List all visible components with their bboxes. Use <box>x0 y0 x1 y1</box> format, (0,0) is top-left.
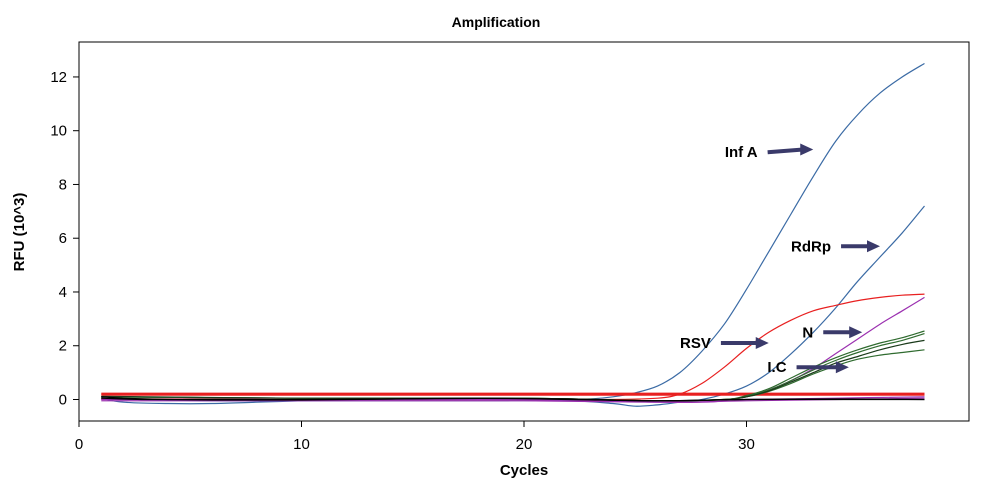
x-tick-label-3: 30 <box>738 436 755 453</box>
y-axis: 0 2 4 6 8 10 12 <box>50 69 79 408</box>
chart-title: Amplification <box>452 14 541 30</box>
series-line-13 <box>101 397 925 402</box>
annotation-arrowhead-3 <box>849 326 863 339</box>
plot-frame <box>78 41 970 422</box>
y-tick-label-6: 12 <box>50 69 67 86</box>
series-layer <box>101 62 925 407</box>
x-axis: 0 10 20 30 <box>75 421 755 453</box>
annotation-arrowhead-1 <box>867 240 880 253</box>
series-line-0 <box>101 62 925 405</box>
annotation-label-3: N <box>802 324 813 341</box>
y-tick-label-0: 0 <box>59 391 67 408</box>
annotation-arrowhead-2 <box>755 337 769 350</box>
series-line-2 <box>101 293 925 401</box>
y-tick-label-1: 2 <box>59 338 67 355</box>
series-line-5 <box>101 296 925 404</box>
annotation-label-1: RdRp <box>791 238 831 255</box>
annotation-label-2: RSV <box>680 335 711 352</box>
annotation-arrowhead-0 <box>800 143 814 156</box>
y-tick-label-5: 10 <box>50 123 67 140</box>
annotation-arrow-0 <box>767 147 804 155</box>
x-tick-label-2: 20 <box>516 436 533 453</box>
annotation-label-4: I.C <box>767 359 786 376</box>
x-tick-label-0: 0 <box>75 436 83 453</box>
x-tick-label-1: 10 <box>293 436 310 453</box>
series-line-11 <box>101 339 925 402</box>
y-tick-label-3: 6 <box>59 230 67 247</box>
y-axis-label: RFU (10^3) <box>11 193 28 272</box>
x-axis-label: Cycles <box>500 462 548 479</box>
y-tick-label-4: 8 <box>59 176 67 193</box>
annotation-layer: Inf A RdRp RSV N I.C <box>680 143 880 376</box>
annotation-arrowhead-4 <box>835 361 849 374</box>
annotation-label-0: Inf A <box>725 144 758 161</box>
y-tick-label-2: 4 <box>59 284 67 301</box>
